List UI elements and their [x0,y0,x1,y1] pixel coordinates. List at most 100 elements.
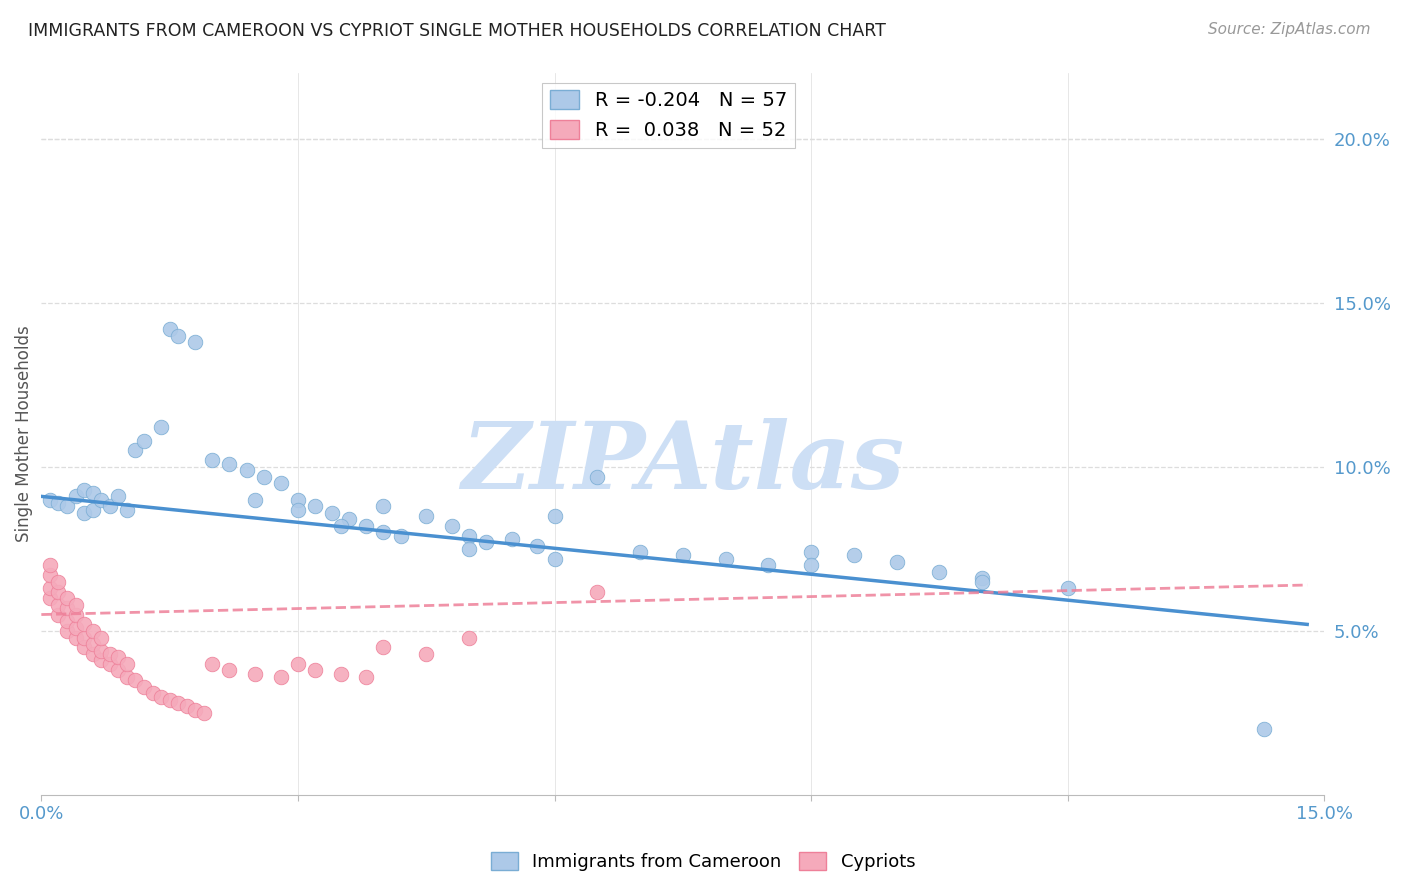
Point [253,469,276,483]
Point [458,541,481,556]
Point [243,666,266,681]
Point [56,614,79,628]
Point [115,657,138,671]
Point [48,496,70,510]
Point [475,535,498,549]
Point [842,549,865,563]
Point [38,558,60,573]
Point [356,670,378,684]
Point [167,328,190,343]
Point [389,529,412,543]
Point [73,617,96,632]
Point [184,703,207,717]
Point [73,640,96,655]
Point [65,598,87,612]
Point [56,624,79,638]
Point [150,420,173,434]
Text: IMMIGRANTS FROM CAMEROON VS CYPRIOT SINGLE MOTHER HOUSEHOLDS CORRELATION CHART: IMMIGRANTS FROM CAMEROON VS CYPRIOT SING… [28,22,886,40]
Point [526,539,548,553]
Point [201,453,224,467]
Point [141,686,163,700]
Point [82,647,104,661]
Point [48,607,70,622]
Text: ZIPAtlas: ZIPAtlas [461,418,904,508]
Point [415,647,437,661]
Point [543,509,565,524]
Point [1056,582,1078,596]
Point [107,489,129,503]
Point [321,506,343,520]
Point [132,434,155,448]
Point [82,486,104,500]
Point [235,463,257,477]
Point [287,657,309,671]
Point [304,664,326,678]
Point [373,525,395,540]
Point [201,657,224,671]
Point [124,673,146,688]
Point [48,598,70,612]
Point [672,549,695,563]
Point [150,690,173,704]
Point [415,509,437,524]
Y-axis label: Single Mother Households: Single Mother Households [15,326,32,542]
Point [304,500,326,514]
Point [56,500,79,514]
Point [329,519,352,533]
Point [38,568,60,582]
Point [543,551,565,566]
Point [98,647,121,661]
Point [218,664,240,678]
Point [48,584,70,599]
Point [124,443,146,458]
Point [107,650,129,665]
Point [287,502,309,516]
Point [458,631,481,645]
Point [82,637,104,651]
Point [586,469,609,483]
Point [98,657,121,671]
Point [756,558,779,573]
Point [176,699,198,714]
Point [65,607,87,622]
Point [115,502,138,516]
Point [82,624,104,638]
Point [373,640,395,655]
Point [800,545,823,559]
Point [714,551,737,566]
Point [98,500,121,514]
Point [132,680,155,694]
Point [440,519,463,533]
Point [65,621,87,635]
Point [1253,723,1275,737]
Point [38,492,60,507]
Point [73,483,96,497]
Point [159,693,181,707]
Point [38,582,60,596]
Legend: R = -0.204   N = 57, R =  0.038   N = 52: R = -0.204 N = 57, R = 0.038 N = 52 [543,83,794,148]
Point [65,631,87,645]
Point [928,565,950,579]
Point [73,506,96,520]
Point [972,574,994,589]
Point [115,670,138,684]
Point [73,631,96,645]
Point [107,664,129,678]
Point [586,584,609,599]
Point [373,500,395,514]
Point [90,492,112,507]
Point [329,666,352,681]
Point [90,653,112,667]
Point [82,502,104,516]
Legend: Immigrants from Cameroon, Cypriots: Immigrants from Cameroon, Cypriots [484,846,922,879]
Point [65,489,87,503]
Point [38,591,60,606]
Point [886,555,908,569]
Point [287,492,309,507]
Point [90,643,112,657]
Point [972,571,994,585]
Point [458,529,481,543]
Point [270,670,292,684]
Point [270,476,292,491]
Text: Source: ZipAtlas.com: Source: ZipAtlas.com [1208,22,1371,37]
